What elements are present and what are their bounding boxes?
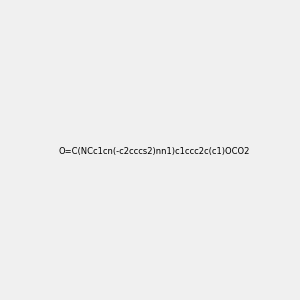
- Text: O=C(NCc1cn(-c2cccs2)nn1)c1ccc2c(c1)OCO2: O=C(NCc1cn(-c2cccs2)nn1)c1ccc2c(c1)OCO2: [58, 147, 249, 156]
